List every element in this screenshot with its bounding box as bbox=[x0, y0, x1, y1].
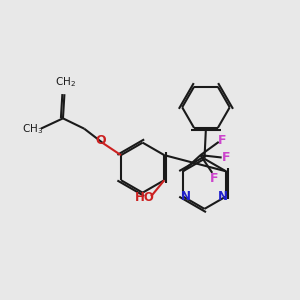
Text: CH$_2$: CH$_2$ bbox=[56, 75, 76, 89]
Text: F: F bbox=[221, 151, 230, 164]
Text: N: N bbox=[218, 190, 228, 203]
Text: F: F bbox=[218, 134, 226, 147]
Text: HO: HO bbox=[135, 191, 155, 204]
Text: CH$_3$: CH$_3$ bbox=[22, 122, 43, 136]
Text: N: N bbox=[181, 190, 191, 203]
Text: F: F bbox=[209, 172, 218, 184]
Text: O: O bbox=[95, 134, 106, 147]
